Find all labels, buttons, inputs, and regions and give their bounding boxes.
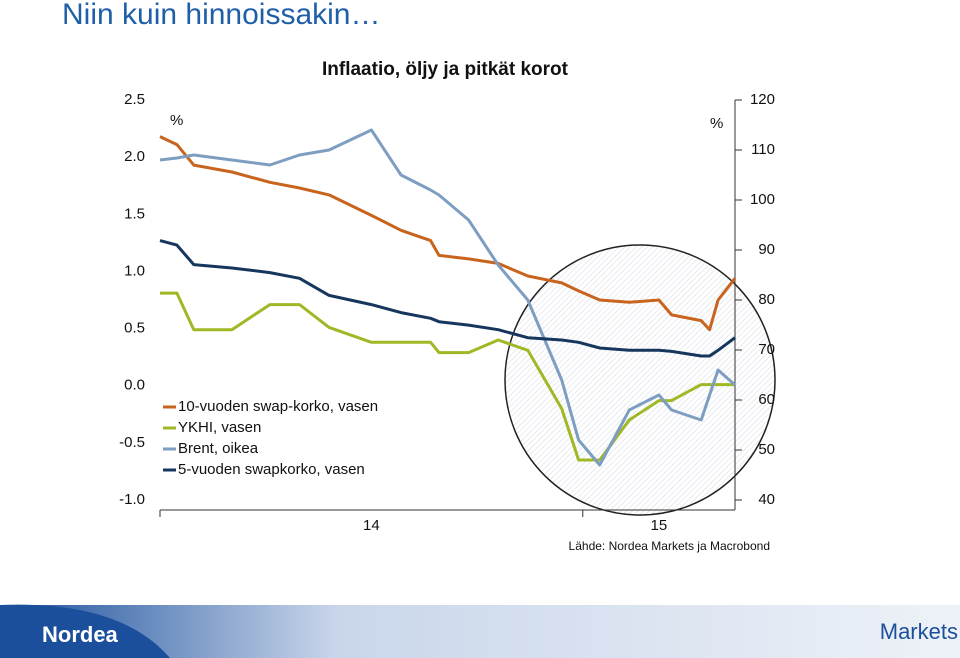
y-tick-label: 0.5 xyxy=(124,320,145,337)
legend-label: Brent, oikea xyxy=(178,440,259,457)
y2-tick-label: 110 xyxy=(751,141,775,158)
series-line xyxy=(159,135,737,332)
x-tick-label: 15 xyxy=(651,517,668,534)
y-tick-label: 2.5 xyxy=(124,91,145,108)
highlight-circle xyxy=(504,244,776,516)
y2-tick-label: 40 xyxy=(758,491,775,508)
footer-logo: Nordea xyxy=(42,622,119,647)
y2-unit: % xyxy=(710,115,723,132)
y2-tick-label: 90 xyxy=(758,241,775,258)
y2-tick-label: 100 xyxy=(750,191,775,208)
legend-label: YKHI, vasen xyxy=(178,419,261,436)
y-tick-label: 0.0 xyxy=(124,377,145,394)
source: Lähde: Nordea Markets ja Macrobond xyxy=(569,539,770,553)
y2-tick-label: 60 xyxy=(758,391,775,408)
y-tick-label: -1.0 xyxy=(119,491,145,508)
chart-title: Inflaatio, öljy ja pitkät korot xyxy=(322,59,569,80)
y-tick-label: 2.0 xyxy=(124,148,145,165)
slide-title: Niin kuin hinnoissakin… xyxy=(62,0,381,31)
footer-label: Markets xyxy=(880,619,958,644)
y-tick-label: -0.5 xyxy=(119,434,145,451)
legend-label: 5-vuoden swapkorko, vasen xyxy=(178,461,365,478)
y2-tick-label: 70 xyxy=(758,341,775,358)
y2-tick-label: 50 xyxy=(758,441,775,458)
y-tick-label: 1.0 xyxy=(124,262,145,279)
y-tick-label: 1.5 xyxy=(124,205,145,222)
series-line xyxy=(159,128,736,467)
x-tick-label: 14 xyxy=(363,517,380,534)
footer-swoosh xyxy=(0,604,170,658)
y-unit: % xyxy=(170,112,183,129)
y2-tick-label: 120 xyxy=(750,91,775,108)
series-line xyxy=(160,291,735,462)
series-line xyxy=(159,239,736,358)
legend-label: 10-vuoden swap-korko, vasen xyxy=(178,398,378,415)
y2-tick-label: 80 xyxy=(758,291,775,308)
